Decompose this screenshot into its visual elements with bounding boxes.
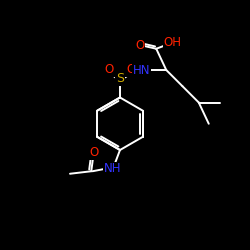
Text: OH: OH [164,36,182,49]
Text: O: O [105,64,114,76]
Text: O: O [89,146,99,159]
Text: NH: NH [104,162,121,175]
Text: HN: HN [132,64,150,76]
Text: O: O [135,38,144,52]
Text: O: O [126,64,135,76]
Text: S: S [116,72,124,85]
